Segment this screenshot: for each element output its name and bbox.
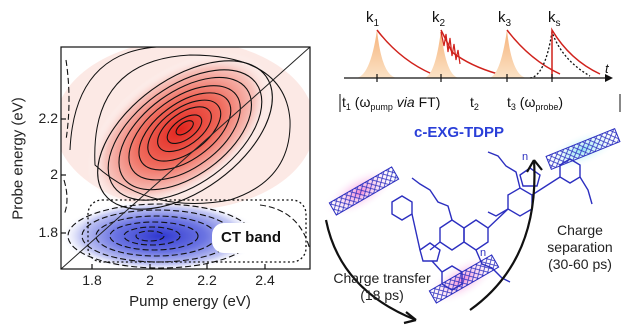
molecule-schematic: n n [322, 127, 622, 325]
y-tick-label: 1.8 [38, 224, 58, 240]
pulse-sequence-diagram: k1 k2 k3 ks t t1 (ωpump via FT) t2 t3 (ω… [339, 9, 621, 112]
graphene-sheet-top-right [542, 127, 622, 172]
probe-pulse-k3 [488, 29, 561, 78]
t-axis-label: t [605, 61, 610, 76]
spectrum-plot-canvas [60, 46, 311, 270]
graphene-sheet-left [322, 165, 400, 219]
charge-separation-text2: separation [547, 239, 613, 255]
charge-separation-text: Charge [557, 222, 603, 238]
molecule-name: c-EXG-TDPP [414, 124, 505, 141]
spectrum-plot: CT band 1.8 2 2.2 2.4 2.2 2 1.8 Pump ene… [9, 46, 311, 310]
n-label-top: n [522, 151, 528, 163]
x-tick-label: 2.4 [255, 272, 275, 288]
signal-ks [529, 27, 601, 79]
charge-transfer-text: Charge transfer [333, 270, 431, 286]
charge-transfer-arrow [324, 219, 417, 322]
charge-separation-arrow [469, 159, 536, 311]
n-label-bottom: n [480, 247, 486, 259]
pump-pulse-k1 [355, 29, 433, 78]
x-tick-label: 2.2 [197, 272, 217, 288]
plot-frame [60, 46, 311, 270]
y-tick-label: 2.2 [38, 110, 58, 126]
k1-label: k1 [366, 9, 380, 29]
charge-separation-label: Charge separation (30-60 ps) [538, 222, 622, 273]
pump-pulse-k2 [423, 29, 499, 78]
k3-label: k3 [498, 9, 512, 29]
k2-label: k2 [432, 9, 446, 29]
y-axis-label: Probe energy (eV) [9, 97, 27, 220]
t2-label: t2 [470, 94, 479, 112]
t3-label: t3 (ωprobe) [507, 94, 563, 112]
x-tick-label: 1.8 [82, 272, 102, 288]
positive-lobe [87, 52, 273, 208]
y-tick-label: 2 [50, 166, 58, 182]
ct-band-label: CT band [221, 229, 281, 246]
charge-transfer-time: (18 ps) [360, 287, 404, 303]
charge-separation-time: (30-60 ps) [548, 256, 612, 272]
diagonal-line [61, 47, 310, 269]
ct-band-label-box [212, 223, 290, 253]
charge-transfer-label: Charge transfer (18 ps) [318, 270, 446, 304]
x-axis-label: Pump energy (eV) [129, 293, 251, 310]
t1-label: t1 (ωpump via FT) [342, 94, 440, 112]
ct-band-box [87, 199, 307, 263]
ks-label: ks [548, 9, 561, 29]
x-tick-label: 2 [146, 272, 154, 288]
tdpp-core [391, 151, 593, 291]
